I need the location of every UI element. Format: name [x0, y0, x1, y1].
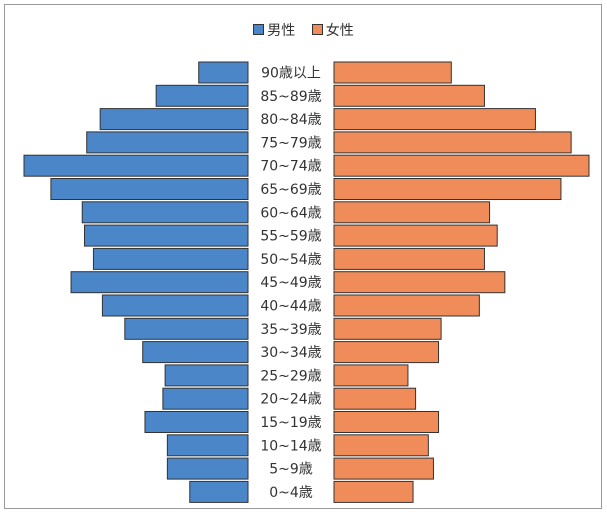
age-label-13: 25~29歳: [260, 368, 321, 384]
bar-male-1: [155, 84, 249, 107]
bar-female-6: [333, 201, 491, 224]
age-label-6: 60~64歳: [260, 205, 321, 221]
bar-female-10: [333, 294, 480, 317]
age-label-4: 70~74歳: [260, 159, 321, 175]
bar-female-11: [333, 317, 442, 340]
age-label-16: 10~14歳: [260, 438, 321, 454]
age-label-5: 65~69歳: [260, 182, 321, 198]
bar-male-16: [166, 434, 249, 457]
bar-female-12: [333, 341, 440, 364]
bar-female-5: [333, 178, 562, 200]
age-label-9: 45~49歳: [260, 275, 321, 291]
age-label-17: 5~9歳: [269, 462, 313, 478]
bar-female-15: [333, 411, 440, 433]
legend-label-male: 男性: [267, 23, 296, 39]
legend-swatch-male: [253, 24, 265, 35]
age-label-8: 50~54歳: [260, 252, 321, 268]
bar-female-13: [333, 364, 409, 387]
legend: 男性 女性: [0, 20, 607, 40]
bar-male-0: [198, 61, 249, 84]
bar-female-0: [333, 61, 452, 84]
bar-male-3: [86, 131, 249, 154]
bar-male-6: [81, 201, 249, 224]
bar-female-8: [333, 247, 485, 270]
age-label-7: 55~59歳: [260, 229, 321, 245]
age-label-10: 40~44歳: [260, 299, 321, 315]
bar-female-1: [333, 84, 485, 107]
bar-female-9: [333, 271, 506, 294]
bar-female-2: [333, 108, 536, 131]
bar-male-5: [50, 178, 249, 200]
age-label-0: 90歳以上: [261, 66, 321, 82]
bar-female-14: [333, 387, 417, 410]
bar-male-2: [99, 108, 249, 131]
bar-female-17: [333, 457, 434, 480]
age-label-2: 80~84歳: [260, 112, 321, 128]
bar-male-10: [101, 294, 249, 317]
bar-male-14: [162, 387, 249, 410]
legend-item-female: 女性: [311, 20, 354, 40]
bar-male-9: [70, 271, 249, 294]
bar-male-15: [144, 411, 249, 433]
bar-male-18: [189, 480, 249, 503]
bar-female-7: [333, 224, 498, 247]
age-label-11: 35~39歳: [260, 322, 321, 338]
bar-female-18: [333, 480, 414, 503]
bar-male-11: [124, 317, 249, 340]
age-label-14: 20~24歳: [260, 392, 321, 408]
bar-male-12: [142, 341, 249, 364]
bar-male-17: [166, 457, 249, 480]
age-label-1: 85~89歳: [260, 89, 321, 105]
bar-male-8: [92, 247, 249, 270]
bar-female-3: [333, 131, 572, 154]
legend-item-male: 男性: [253, 20, 295, 40]
bar-male-4: [23, 154, 249, 177]
legend-label-female: 女性: [325, 23, 354, 39]
age-label-12: 30~34歳: [260, 345, 321, 361]
bar-female-16: [333, 434, 429, 457]
bar-male-7: [83, 224, 249, 247]
bar-female-4: [333, 154, 590, 177]
age-label-3: 75~79歳: [260, 135, 321, 151]
age-label-18: 0~4歳: [269, 485, 313, 501]
bar-male-13: [164, 364, 249, 387]
legend-swatch-female: [311, 24, 323, 35]
age-label-15: 15~19歳: [260, 415, 321, 431]
